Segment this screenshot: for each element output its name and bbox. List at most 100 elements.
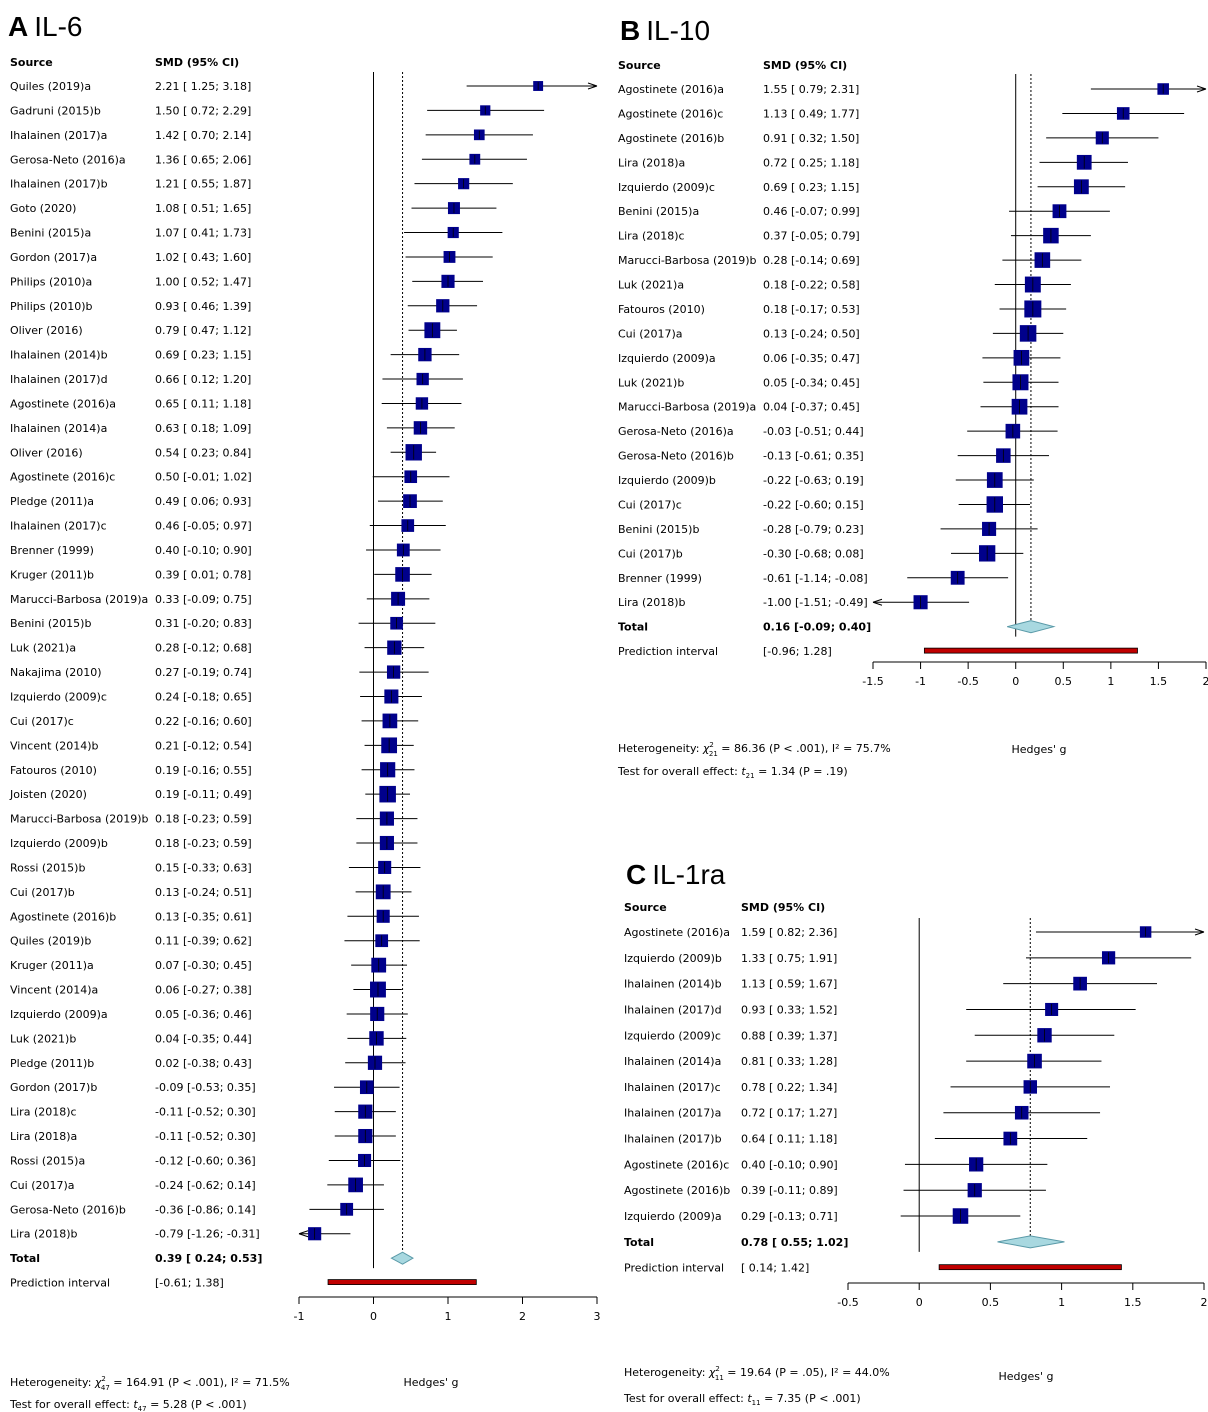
overall-prefix: Test for overall effect:	[623, 1392, 747, 1405]
overall-value: = 5.28 (P < .001)	[147, 1398, 247, 1411]
t-symbol: t	[747, 1392, 752, 1405]
pooled-diamond	[1007, 620, 1056, 634]
panel-a: A IL-6 Source SMD (95% CI) Quiles (2019)a 2.2…	[8, 11, 601, 1412]
prediction-label: Prediction interval	[618, 645, 718, 658]
heterogeneity-text: Heterogeneity: χ2 47 = 164.91 (P < .001),…	[10, 1375, 290, 1392]
study-ci-label: -0.11 [-0.52; 0.30]	[155, 1130, 256, 1143]
study-ci-label: 1.13 [ 0.49; 1.77]	[763, 107, 859, 120]
study-source-label: Quiles (2019)b	[10, 935, 91, 948]
study-ci-label: -0.28 [-0.79; 0.23]	[763, 523, 864, 536]
panel-name: IL-6	[34, 11, 82, 42]
study-ci-label: 0.69 [ 0.23; 1.15]	[155, 349, 251, 362]
panel-title: B IL-10	[620, 15, 710, 46]
total-ci-label: 0.39 [ 0.24; 0.53]	[155, 1252, 262, 1265]
study-source-label: Goto (2020)	[10, 202, 76, 215]
study-source-label: Ihalainen (2014)b	[10, 349, 108, 362]
study-ci-label: 0.28 [-0.14; 0.69]	[763, 254, 860, 267]
study-source-label: Agostinete (2016)c	[10, 471, 115, 484]
study-source-label: Fatouros (2010)	[618, 303, 705, 316]
study-ci-label: 0.37 [-0.05; 0.79]	[763, 230, 860, 243]
study-ci-label: 2.21 [ 1.25; 3.18]	[155, 80, 251, 93]
study-source-label: Oliver (2016)	[10, 446, 83, 459]
total-ci-label: 0.16 [-0.09; 0.40]	[763, 621, 871, 634]
study-source-label: Lira (2018)b	[10, 1228, 78, 1241]
study-ci-label: 0.18 [-0.23; 0.59]	[155, 837, 252, 850]
study-ci-label: 1.21 [ 0.55; 1.87]	[155, 178, 251, 191]
study-ci-label: 0.13 [-0.35; 0.61]	[155, 910, 252, 923]
chi-subscript: 11	[715, 1374, 724, 1382]
study-ci-label: 0.06 [-0.27; 0.38]	[155, 984, 252, 997]
chi-subscript: 47	[101, 1384, 110, 1392]
study-ci-label: 0.06 [-0.35; 0.47]	[763, 352, 860, 365]
study-source-label: Izquierdo (2009)b	[10, 837, 108, 850]
study-source-label: Ihalainen (2017)d	[10, 373, 108, 386]
heterogeneity-prefix: Heterogeneity:	[618, 742, 703, 755]
study-source-label: Ihalainen (2017)c	[10, 520, 107, 533]
x-tick-label: 0.5	[982, 1296, 1000, 1309]
x-axis-label: Hedges' g	[998, 1370, 1053, 1383]
study-source-label: Ihalainen (2017)a	[10, 129, 107, 142]
prediction-ci-label: [-0.61; 1.38]	[155, 1277, 224, 1290]
column-header-smd: SMD (95% CI)	[763, 59, 847, 72]
study-ci-label: 0.31 [-0.20; 0.83]	[155, 617, 252, 630]
total-ci-label: 0.78 [ 0.55; 1.02]	[741, 1236, 848, 1249]
study-source-label: Agostinete (2016)b	[624, 1184, 730, 1197]
study-ci-label: 0.72 [ 0.17; 1.27]	[741, 1107, 837, 1120]
study-source-label: Agostinete (2016)a	[618, 83, 724, 96]
study-source-label: Agostinete (2016)c	[618, 107, 723, 120]
x-tick-label: -0.5	[837, 1296, 858, 1309]
study-ci-label: 0.88 [ 0.39; 1.37]	[741, 1029, 837, 1042]
ci-arrow-left	[298, 1230, 309, 1238]
overall-effect-text: Test for overall effect: t47 = 5.28 (P <…	[9, 1398, 247, 1412]
study-source-label: Joisten (2020)	[9, 788, 87, 801]
study-source-label: Lira (2018)c	[618, 230, 685, 243]
panel-name: IL-10	[646, 15, 710, 46]
study-ci-label: 0.66 [ 0.12; 1.20]	[155, 373, 251, 386]
study-source-label: Marucci-Barbosa (2019)b	[10, 813, 149, 826]
study-source-label: Ihalainen (2017)a	[624, 1107, 721, 1120]
study-source-label: Agostinete (2016)c	[624, 1158, 729, 1171]
study-ci-label: -0.03 [-0.51; 0.44]	[763, 425, 864, 438]
x-axis-label: Hedges' g	[1011, 743, 1066, 756]
x-tick-label: 0	[916, 1296, 923, 1309]
study-ci-label: -0.12 [-0.60; 0.36]	[155, 1154, 256, 1167]
x-tick-label: -1	[915, 675, 926, 688]
x-tick-label: -1.5	[862, 675, 883, 688]
study-source-label: Cui (2017)b	[618, 547, 683, 560]
chi-superscript: 2	[101, 1375, 105, 1383]
study-source-label: Izquierdo (2009)c	[10, 691, 107, 704]
study-source-label: Philips (2010)a	[10, 275, 92, 288]
x-tick-label: 1	[1107, 675, 1114, 688]
t-subscript: 11	[752, 1399, 761, 1407]
column-header-source: Source	[618, 59, 661, 72]
study-source-label: Philips (2010)b	[10, 300, 93, 313]
study-ci-label: 0.13 [-0.24; 0.50]	[763, 327, 860, 340]
heterogeneity-value: = 19.64 (P = .05), I² = 44.0%	[724, 1366, 890, 1379]
study-source-label: Izquierdo (2009)c	[624, 1029, 721, 1042]
study-ci-label: 0.93 [ 0.46; 1.39]	[155, 300, 251, 313]
study-ci-label: 1.42 [ 0.70; 2.14]	[155, 129, 251, 142]
ci-arrow-right	[587, 82, 598, 90]
study-ci-label: 0.46 [-0.05; 0.97]	[155, 520, 252, 533]
study-source-label: Pledge (2011)b	[10, 1057, 94, 1070]
study-ci-label: 0.18 [-0.17; 0.53]	[763, 303, 860, 316]
overall-value: = 1.34 (P = .19)	[755, 765, 848, 778]
study-source-label: Brenner (1999)	[10, 544, 94, 557]
t-symbol: t	[741, 765, 746, 778]
study-source-label: Luk (2021)a	[618, 279, 684, 292]
study-ci-label: 0.21 [-0.12; 0.54]	[155, 739, 252, 752]
study-ci-label: 0.15 [-0.33; 0.63]	[155, 861, 252, 874]
study-ci-label: 0.69 [ 0.23; 1.15]	[763, 181, 859, 194]
study-source-label: Cui (2017)c	[618, 498, 682, 511]
study-ci-label: 0.78 [ 0.22; 1.34]	[741, 1081, 837, 1094]
study-ci-label: -0.11 [-0.52; 0.30]	[155, 1106, 256, 1119]
study-ci-label: 0.18 [-0.23; 0.59]	[155, 813, 252, 826]
study-source-label: Izquierdo (2009)a	[618, 352, 716, 365]
study-ci-label: 0.11 [-0.39; 0.62]	[155, 935, 252, 948]
pooled-diamond	[997, 1235, 1065, 1249]
study-ci-label: 0.04 [-0.35; 0.44]	[155, 1032, 252, 1045]
study-source-label: Lira (2018)a	[618, 156, 685, 169]
study-source-label: Gordon (2017)b	[10, 1081, 97, 1094]
study-source-label: Gerosa-Neto (2016)b	[10, 1203, 126, 1216]
study-source-label: Ihalainen (2017)c	[624, 1081, 721, 1094]
